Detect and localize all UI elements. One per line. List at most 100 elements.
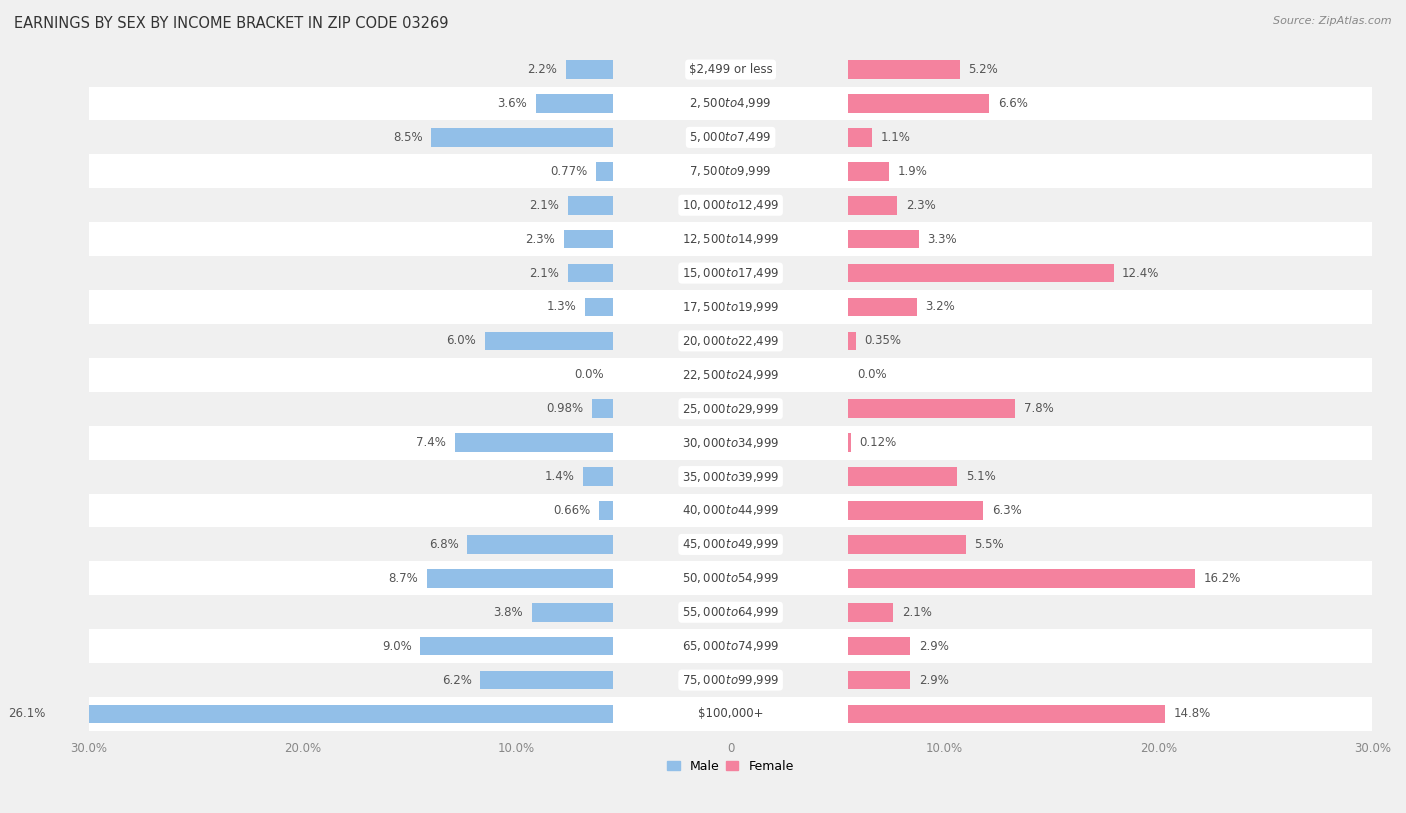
Text: 6.8%: 6.8%	[429, 538, 458, 551]
Text: $22,500 to $24,999: $22,500 to $24,999	[682, 367, 779, 382]
Text: 0.66%: 0.66%	[553, 504, 591, 517]
Bar	[568, 196, 613, 215]
Text: 0.35%: 0.35%	[865, 334, 901, 347]
Text: $30,000 to $34,999: $30,000 to $34,999	[682, 436, 779, 450]
Text: 3.3%: 3.3%	[928, 233, 957, 246]
Text: 5.1%: 5.1%	[966, 470, 995, 483]
Bar	[848, 637, 910, 655]
Bar	[89, 663, 1372, 697]
Bar	[89, 256, 1372, 290]
Bar	[89, 392, 1372, 426]
Bar	[848, 535, 966, 554]
Bar	[89, 53, 1372, 86]
Bar	[848, 569, 1195, 588]
Bar	[89, 120, 1372, 154]
Text: 2.2%: 2.2%	[527, 63, 557, 76]
Text: 16.2%: 16.2%	[1204, 572, 1241, 585]
Text: 0.0%: 0.0%	[856, 368, 886, 381]
Text: 1.4%: 1.4%	[544, 470, 575, 483]
Bar	[848, 94, 990, 113]
Bar	[848, 467, 957, 486]
Bar	[467, 535, 613, 554]
Bar	[848, 399, 1015, 418]
Bar	[583, 467, 613, 486]
Text: 7.8%: 7.8%	[1024, 402, 1053, 415]
Text: 3.8%: 3.8%	[494, 606, 523, 619]
Text: 2.1%: 2.1%	[530, 267, 560, 280]
Bar	[55, 705, 613, 724]
Bar	[89, 189, 1372, 222]
Text: 3.6%: 3.6%	[498, 97, 527, 110]
Bar	[564, 230, 613, 249]
Text: 14.8%: 14.8%	[1174, 707, 1211, 720]
Bar	[848, 196, 897, 215]
Bar	[585, 298, 613, 316]
Bar	[89, 595, 1372, 629]
Text: $65,000 to $74,999: $65,000 to $74,999	[682, 639, 779, 653]
Bar	[89, 629, 1372, 663]
Bar	[89, 358, 1372, 392]
Text: $5,000 to $7,499: $5,000 to $7,499	[689, 130, 772, 145]
Text: Source: ZipAtlas.com: Source: ZipAtlas.com	[1274, 16, 1392, 26]
Text: 6.3%: 6.3%	[991, 504, 1021, 517]
Bar	[848, 603, 893, 622]
Bar	[565, 60, 613, 79]
Text: 1.3%: 1.3%	[547, 301, 576, 314]
Text: $100,000+: $100,000+	[697, 707, 763, 720]
Bar	[531, 603, 613, 622]
Bar	[89, 697, 1372, 731]
Text: 8.5%: 8.5%	[392, 131, 422, 144]
Bar	[848, 705, 1166, 724]
Bar	[536, 94, 613, 113]
Text: 9.0%: 9.0%	[382, 640, 412, 653]
Bar	[848, 60, 959, 79]
Bar	[89, 459, 1372, 493]
Text: 26.1%: 26.1%	[8, 707, 46, 720]
Text: 12.4%: 12.4%	[1122, 267, 1160, 280]
Text: 2.1%: 2.1%	[901, 606, 932, 619]
Bar	[485, 332, 613, 350]
Text: $40,000 to $44,999: $40,000 to $44,999	[682, 503, 779, 518]
Text: 1.9%: 1.9%	[897, 165, 928, 178]
Bar	[427, 569, 613, 588]
Text: 5.2%: 5.2%	[969, 63, 998, 76]
Text: 6.6%: 6.6%	[998, 97, 1028, 110]
Text: 0.77%: 0.77%	[551, 165, 588, 178]
Text: 0.12%: 0.12%	[859, 436, 897, 449]
Text: $7,500 to $9,999: $7,500 to $9,999	[689, 164, 772, 178]
Bar	[89, 324, 1372, 358]
Text: 7.4%: 7.4%	[416, 436, 446, 449]
Text: 5.5%: 5.5%	[974, 538, 1004, 551]
Text: 3.2%: 3.2%	[925, 301, 955, 314]
Bar	[89, 222, 1372, 256]
Text: 0.98%: 0.98%	[547, 402, 583, 415]
Bar	[481, 671, 613, 689]
Bar	[432, 128, 613, 146]
Bar	[89, 493, 1372, 528]
Text: $2,499 or less: $2,499 or less	[689, 63, 772, 76]
Legend: Male, Female: Male, Female	[662, 755, 799, 778]
Text: $12,500 to $14,999: $12,500 to $14,999	[682, 233, 779, 246]
Text: 8.7%: 8.7%	[388, 572, 418, 585]
Text: 1.1%: 1.1%	[880, 131, 910, 144]
Text: $20,000 to $22,499: $20,000 to $22,499	[682, 334, 779, 348]
Bar	[848, 332, 856, 350]
Text: 2.9%: 2.9%	[920, 640, 949, 653]
Bar	[89, 426, 1372, 459]
Bar	[599, 501, 613, 520]
Bar	[89, 528, 1372, 561]
Bar	[848, 128, 872, 146]
Bar	[848, 671, 910, 689]
Bar	[596, 162, 613, 180]
Text: $55,000 to $64,999: $55,000 to $64,999	[682, 605, 779, 620]
Text: $25,000 to $29,999: $25,000 to $29,999	[682, 402, 779, 415]
Text: $75,000 to $99,999: $75,000 to $99,999	[682, 673, 779, 687]
Text: 6.2%: 6.2%	[441, 674, 471, 686]
Text: $2,500 to $4,999: $2,500 to $4,999	[689, 97, 772, 111]
Text: 2.3%: 2.3%	[905, 198, 936, 211]
Text: 2.1%: 2.1%	[530, 198, 560, 211]
Text: $15,000 to $17,499: $15,000 to $17,499	[682, 266, 779, 280]
Bar	[848, 433, 851, 452]
Bar	[89, 86, 1372, 120]
Text: $45,000 to $49,999: $45,000 to $49,999	[682, 537, 779, 551]
